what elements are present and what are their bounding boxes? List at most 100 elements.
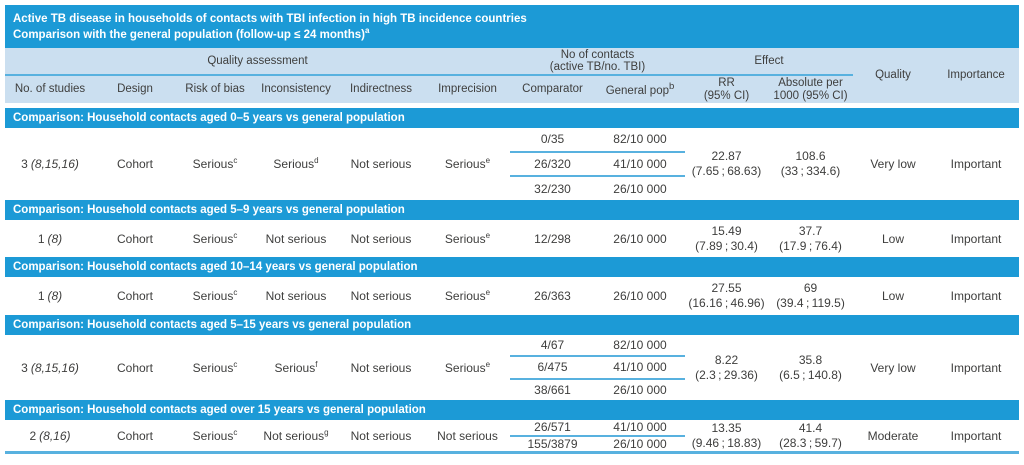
comparison-section-over-15: Comparison: Household contacts aged over… (5, 400, 1019, 451)
comparison-bar: Comparison: Household contacts aged 10–1… (5, 257, 1019, 277)
rr-cell: 8.22 (2.3 ; 29.36) (695, 352, 758, 382)
footnote-e-marker: e (485, 230, 491, 240)
comparison-section-0-5: Comparison: Household contacts aged 0–5 … (5, 108, 1019, 200)
footnote-c-marker: c (233, 288, 238, 297)
absolute-cell: 37.7 (17.9 ; 76.4) (779, 223, 842, 253)
importance-cell: Important (950, 289, 1002, 303)
general-pop-value: 26/10 000 (613, 231, 667, 246)
comparator-value: 32/230 (534, 181, 571, 196)
design-cell: Cohort (116, 360, 154, 375)
footnote-e-marker: e (485, 156, 491, 165)
column-general-pop: General popb (605, 81, 675, 98)
importance-cell: Important (950, 360, 1002, 375)
column-absolute: Absolute per 1000 (95% CI) (773, 77, 848, 102)
absolute-cell: 108.6 (33 ; 334.6) (780, 149, 841, 178)
contacts-cell: 0/35 82/10 000 26/320 41/10 000 32/230 2… (510, 128, 685, 200)
comparison-bar: Comparison: Household contacts aged 0–5 … (5, 108, 1019, 128)
contacts-cell: 26/571 41/10 000 155/3879 26/10 000 (510, 420, 685, 451)
studies-cell: 2 (8,16) (29, 428, 71, 443)
absolute-cell: 69 (39.4 ; 119.5) (776, 281, 845, 310)
inconsistency-cell: Not serious (265, 231, 327, 246)
comparison-section-5-15: Comparison: Household contacts aged 5–15… (5, 315, 1019, 400)
general-pop-value: 26/10 000 (613, 181, 667, 196)
risk-of-bias-cell: Seriousc (192, 156, 238, 172)
comparator-value: 155/3879 (527, 436, 578, 451)
study-refs: (8) (47, 231, 63, 246)
indirectness-cell: Not serious (350, 289, 412, 303)
footnote-e-marker: e (485, 359, 491, 369)
imprecision-cell: Seriouse (444, 156, 491, 172)
footnote-c-marker: c (233, 230, 238, 240)
indirectness-cell: Not serious (350, 231, 412, 246)
section-rows: 3 (8,15,16) Cohort Seriousc Seriousd Not … (5, 128, 1019, 200)
imprecision-cell: Seriouse (444, 230, 491, 246)
footnote-d-marker: d (314, 156, 319, 165)
risk-of-bias-cell: Seriousc (192, 288, 238, 304)
general-pop-value: 82/10 000 (595, 128, 685, 153)
header-divider-line (5, 74, 853, 76)
rr-cell: 15.49 (7.89 ; 30.4) (695, 223, 758, 253)
column-quality: Quality (875, 69, 911, 82)
footnote-c-marker: c (233, 427, 238, 437)
imprecision-cell: Seriouse (444, 288, 491, 304)
column-comparator: Comparator (522, 83, 583, 96)
footnote-g-marker: g (324, 427, 329, 437)
risk-of-bias-cell: Seriousc (192, 427, 238, 443)
studies-cell: 1 (8) (37, 289, 63, 303)
comparator-value: 0/35 (510, 128, 595, 153)
absolute-cell: 41.4 (28.3 ; 59.7) (779, 420, 842, 450)
group-quality-assessment: Quality assessment (207, 54, 308, 67)
footnote-b-marker: b (668, 81, 675, 93)
rr-cell: 22.87 (7.65 ; 68.63) (691, 149, 762, 178)
quality-cell: Very low (870, 360, 916, 375)
risk-of-bias-cell: Seriousc (192, 230, 238, 246)
importance-cell: Important (950, 157, 1002, 171)
comparator-value: 38/661 (534, 382, 571, 397)
risk-of-bias-cell: Seriousc (192, 359, 238, 375)
study-refs: (8) (47, 289, 63, 303)
rr-cell: 13.35 (9.46 ; 18.83) (691, 420, 762, 450)
rr-cell: 27.55 (16.16 ; 46.96) (688, 281, 765, 310)
comparator-value: 12/298 (534, 231, 571, 246)
group-no-of-contacts: No of contacts (active TB/no. TBI) (549, 48, 646, 74)
column-no-of-studies: No. of studies (14, 83, 86, 96)
general-pop-value: 26/10 000 (613, 289, 667, 303)
general-pop-value: 26/10 000 (613, 436, 667, 451)
comparison-section-5-9: Comparison: Household contacts aged 5–9 … (5, 200, 1019, 257)
table-title: Active TB disease in households of conta… (5, 5, 1019, 48)
quality-cell: Low (881, 289, 904, 303)
column-risk-of-bias: Risk of bias (185, 83, 245, 96)
comparison-bar: Comparison: Household contacts aged 5–15… (5, 315, 1019, 335)
comparator-value: 6/475 (510, 357, 595, 380)
studies-cell: 1 (8) (37, 231, 63, 246)
group-effect: Effect (754, 54, 784, 67)
quality-cell: Moderate (867, 428, 919, 443)
study-refs: (8,15,16) (30, 360, 79, 375)
comparator-value: 26/320 (510, 153, 595, 178)
column-design: Design (117, 83, 153, 96)
inconsistency-cell: Not seriousg (263, 427, 329, 443)
comparator-value: 4/67 (510, 335, 595, 358)
comparison-bar: Comparison: Household contacts aged 5–9 … (5, 200, 1019, 220)
design-cell: Cohort (116, 289, 154, 303)
column-inconsistency: Inconsistency (261, 83, 331, 96)
comparison-section-10-14: Comparison: Household contacts aged 10–1… (5, 257, 1019, 315)
inconsistency-cell: Seriousf (274, 359, 318, 375)
quality-cell: Very low (870, 157, 916, 171)
footnote-a-marker: a (364, 26, 370, 36)
contacts-cell: 12/298 26/10 000 (510, 220, 685, 257)
imprecision-cell: Not serious (437, 428, 498, 443)
general-pop-value: 26/10 000 (613, 382, 667, 397)
table-title-line1: Active TB disease in households of conta… (13, 13, 527, 25)
studies-cell: 3 (8,15,16) (21, 360, 79, 375)
section-rows: 2 (8,16) Cohort Seriousc Not seriousg Not… (5, 420, 1019, 451)
design-cell: Cohort (116, 157, 154, 171)
evidence-table: Active TB disease in households of conta… (5, 5, 1019, 454)
footnote-c-marker: c (233, 156, 238, 165)
study-refs: (8,16) (39, 428, 71, 443)
column-header-band: Quality assessment No of contacts (activ… (5, 48, 1019, 103)
indirectness-cell: Not serious (350, 428, 412, 443)
study-refs: (8,15,16) (30, 157, 79, 171)
section-rows: 1 (8) Cohort Seriousc Not serious Not ser… (5, 220, 1019, 257)
contacts-cell: 4/67 82/10 000 6/475 41/10 000 38/661 26… (510, 335, 685, 400)
